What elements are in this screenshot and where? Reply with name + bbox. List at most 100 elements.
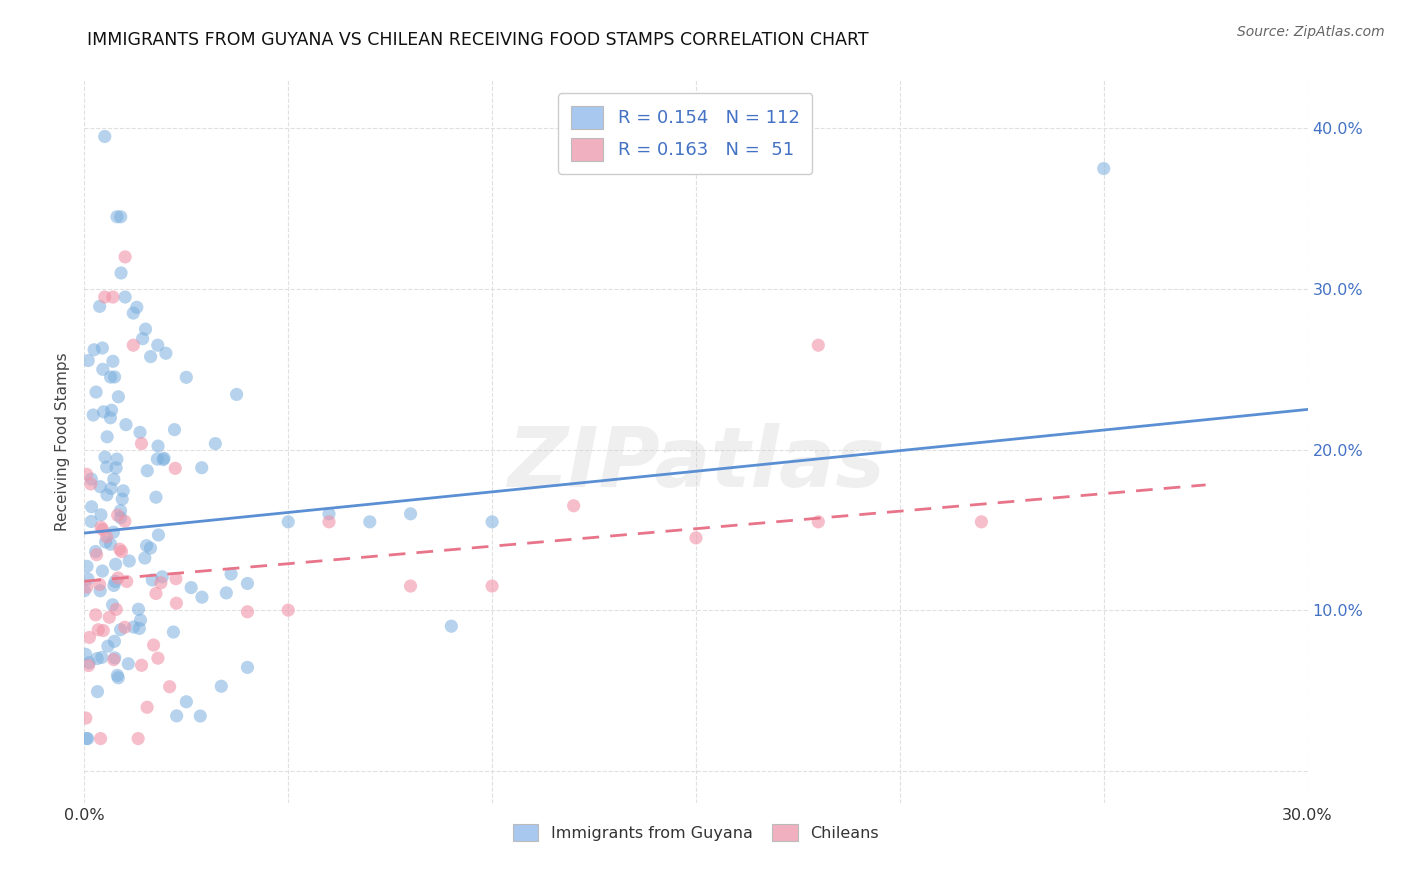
Point xyxy=(180,581,202,595)
Point xyxy=(91,564,114,578)
Point xyxy=(117,657,139,671)
Point xyxy=(399,579,422,593)
Point xyxy=(75,731,97,746)
Point xyxy=(129,425,152,440)
Point xyxy=(94,450,117,464)
Point xyxy=(101,354,124,368)
Point xyxy=(165,596,187,610)
Point xyxy=(89,480,111,494)
Text: ZIPatlas: ZIPatlas xyxy=(508,423,884,504)
Point xyxy=(110,266,132,280)
Point xyxy=(146,439,169,453)
Point xyxy=(129,613,152,627)
Point xyxy=(131,436,153,450)
Point xyxy=(115,574,138,589)
Point xyxy=(75,711,97,725)
Point xyxy=(90,731,112,746)
Point xyxy=(127,731,149,746)
Point xyxy=(277,515,299,529)
Point xyxy=(562,499,585,513)
Point xyxy=(149,575,172,590)
Point xyxy=(96,460,118,475)
Point xyxy=(80,472,103,486)
Point xyxy=(76,467,98,482)
Point xyxy=(204,436,226,450)
Point xyxy=(76,580,98,594)
Point xyxy=(77,656,100,670)
Point xyxy=(110,503,132,517)
Point xyxy=(86,684,108,698)
Point xyxy=(481,515,503,529)
Point xyxy=(215,586,238,600)
Point xyxy=(77,658,100,673)
Point xyxy=(139,350,162,364)
Point xyxy=(146,338,169,352)
Point xyxy=(76,731,98,746)
Point xyxy=(136,464,159,478)
Point xyxy=(91,523,114,537)
Point xyxy=(111,492,134,507)
Point xyxy=(82,408,104,422)
Point xyxy=(76,559,98,574)
Point xyxy=(94,535,117,549)
Point xyxy=(236,605,259,619)
Point xyxy=(142,638,165,652)
Point xyxy=(84,544,107,558)
Point xyxy=(105,602,128,616)
Point xyxy=(114,250,136,264)
Text: IMMIGRANTS FROM GUYANA VS CHILEAN RECEIVING FOOD STAMPS CORRELATION CHART: IMMIGRANTS FROM GUYANA VS CHILEAN RECEIV… xyxy=(87,31,869,49)
Point xyxy=(112,483,135,498)
Point xyxy=(105,460,128,475)
Point xyxy=(87,623,110,637)
Point xyxy=(165,461,187,475)
Point xyxy=(159,680,181,694)
Point xyxy=(100,537,122,551)
Point xyxy=(110,623,132,637)
Point xyxy=(685,531,707,545)
Point xyxy=(135,322,157,336)
Point xyxy=(114,514,136,528)
Point xyxy=(107,508,129,523)
Point xyxy=(166,709,188,723)
Point xyxy=(209,679,232,693)
Point xyxy=(107,390,129,404)
Point xyxy=(162,625,184,640)
Point xyxy=(73,583,96,598)
Point xyxy=(155,346,177,360)
Point xyxy=(970,515,993,529)
Point xyxy=(114,620,136,634)
Point xyxy=(103,525,125,540)
Point xyxy=(103,370,125,384)
Point xyxy=(105,452,128,467)
Point xyxy=(101,290,124,304)
Point xyxy=(190,460,212,475)
Point xyxy=(86,548,108,562)
Point xyxy=(277,603,299,617)
Point xyxy=(91,362,114,376)
Point xyxy=(97,639,120,653)
Point xyxy=(77,572,100,586)
Point xyxy=(440,619,463,633)
Point xyxy=(122,620,145,634)
Point xyxy=(90,650,112,665)
Point xyxy=(93,129,115,144)
Point xyxy=(90,520,112,534)
Point xyxy=(141,573,163,587)
Point xyxy=(80,477,103,491)
Point xyxy=(148,528,170,542)
Point xyxy=(107,571,129,585)
Point xyxy=(191,590,214,604)
Point xyxy=(110,210,132,224)
Point xyxy=(79,631,101,645)
Point xyxy=(152,452,174,467)
Point xyxy=(153,451,176,466)
Point xyxy=(75,647,97,661)
Point xyxy=(807,515,830,529)
Point xyxy=(118,554,141,568)
Point xyxy=(105,668,128,682)
Point xyxy=(86,651,108,665)
Point xyxy=(107,671,129,685)
Y-axis label: Receiving Food Stamps: Receiving Food Stamps xyxy=(55,352,70,531)
Point xyxy=(125,301,148,315)
Point xyxy=(101,598,124,612)
